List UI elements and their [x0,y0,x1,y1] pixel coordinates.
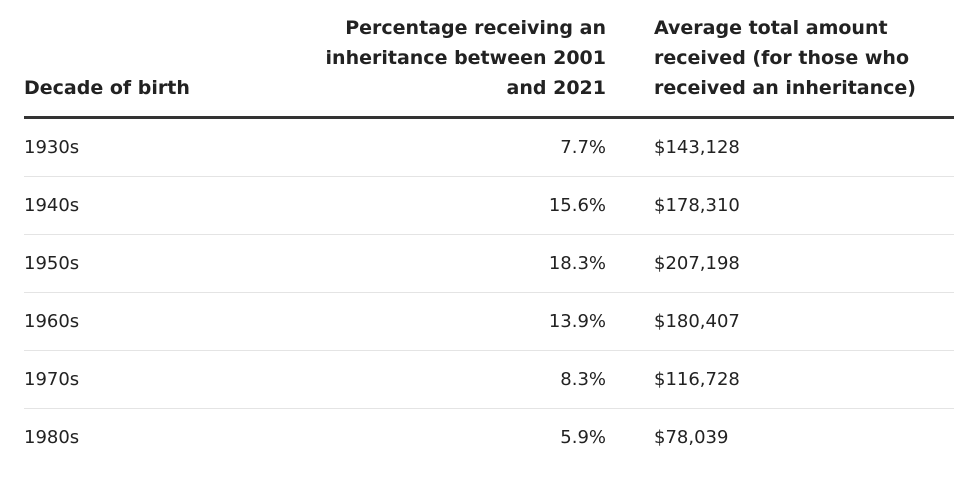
header-decade: Decade of birth [24,0,306,119]
cell-amount: $207,198 [630,234,954,293]
table-row: 1960s 13.9% $180,407 [24,292,954,351]
table-row: 1980s 5.9% $78,039 [24,409,954,467]
table-row: 1970s 8.3% $116,728 [24,350,954,409]
header-percentage: Percentage receiving an inheritance betw… [306,0,630,119]
table-row: 1950s 18.3% $207,198 [24,234,954,293]
table-row: 1940s 15.6% $178,310 [24,176,954,235]
cell-percentage: 7.7% [306,117,630,177]
cell-percentage: 15.6% [306,176,630,235]
cell-amount: $78,039 [654,427,729,448]
cell-percentage: 13.9% [306,292,630,351]
table-body: 1930s 7.7% $143,128 1940s 15.6% $178,310 1950s… [24,117,954,467]
cell-decade: 1970s [24,350,306,409]
inheritance-table: Decade of birth Percentage receiving an … [24,0,954,466]
table-row: 1930s 7.7% $143,128 [24,117,954,177]
inheritance-table-container: Decade of birth Percentage receiving an … [24,0,954,466]
cell-decade: 1960s [24,292,306,351]
header-row: Decade of birth Percentage receiving an … [24,0,954,119]
cell-percentage: 18.3% [306,234,630,293]
cell-decade: 1980s [24,427,80,448]
header-amount: Average total amount received (for those… [630,0,954,119]
cell-amount: $143,128 [630,117,954,177]
cell-amount: $178,310 [630,176,954,235]
cell-amount: $116,728 [630,350,954,409]
table-header: Decade of birth Percentage receiving an … [24,0,954,119]
cell-decade: 1930s [24,117,306,177]
cell-percentage: 8.3% [306,350,630,409]
cell-amount: $180,407 [630,292,954,351]
cell-percentage: 5.9% [560,427,606,448]
cell-decade: 1940s [24,176,306,235]
cell-decade: 1950s [24,234,306,293]
